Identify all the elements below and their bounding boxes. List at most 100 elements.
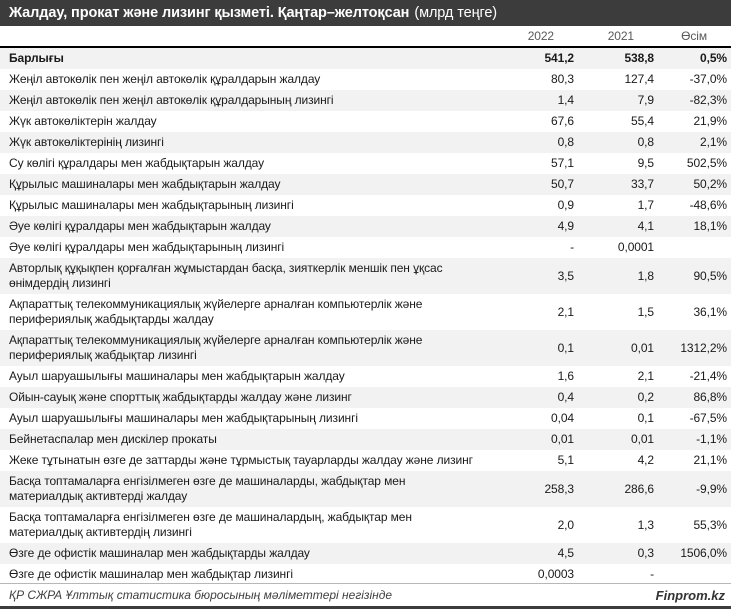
cell-2022: 0,04 <box>551 411 574 425</box>
cell-2022: 2,1 <box>557 304 574 319</box>
cell-growth: 36,1% <box>693 304 727 319</box>
page-title: Жалдау, прокат және лизинг қызметі. Қаңт… <box>9 5 410 21</box>
row-label: Барлығы <box>9 51 64 65</box>
row-label: Әуе көлігі құралдары мен жабдықтарын жал… <box>9 219 271 233</box>
cell-2021: 1,7 <box>637 198 654 212</box>
cell-2021: 0,01 <box>631 340 654 355</box>
cell-growth: 90,5% <box>693 268 727 283</box>
cell-2022: 0,1 <box>557 340 574 355</box>
cell-2022: 0,01 <box>551 432 574 446</box>
header-row: 2022 2021 Өсім <box>0 26 731 48</box>
row-label: Жүк автокөліктерін жалдау <box>9 114 157 128</box>
row-label: Ауыл шаруашылығы машиналары мен жабдықта… <box>9 369 345 383</box>
table-row: Су көлігі құралдары мен жабдықтарын жалд… <box>0 153 731 174</box>
row-label: Ақпараттық телекоммуникациялық жүйелерге… <box>9 333 423 362</box>
cell-2021: 2,1 <box>637 369 654 383</box>
table-row: Өзге де офистік машиналар мен жабдықтард… <box>0 543 731 564</box>
table-row: Жеңіл автокөлік пен жеңіл автокөлік құра… <box>0 69 731 90</box>
table-row: Бейнетаспалар мен дискілер прокаты 0,01 … <box>0 429 731 450</box>
cell-growth: 50,2% <box>693 177 727 191</box>
cell-2022: 1,4 <box>557 93 574 107</box>
row-label: Ақпараттық телекоммуникациялық жүйелерге… <box>9 297 423 326</box>
cell-growth: -37,0% <box>689 72 728 86</box>
row-label: Ауыл шаруашылығы машиналары мен жабдықта… <box>9 411 358 425</box>
cell-2022: 3,5 <box>557 268 574 283</box>
cell-2021: - <box>650 567 654 581</box>
brand-logo: Finprom.kz <box>655 587 725 603</box>
title-bar: Жалдау, прокат және лизинг қызметі. Қаңт… <box>0 0 731 26</box>
column-header-2022: 2022 <box>478 26 578 48</box>
table-row: Құрылыс машиналары мен жабдықтарының лиз… <box>0 195 731 216</box>
cell-growth: -9,9% <box>696 481 727 496</box>
table-row: Басқа топтамаларға енгізілмеген өзге де … <box>0 507 731 543</box>
cell-2021: 4,1 <box>637 219 654 233</box>
cell-2021: 127,4 <box>624 72 654 86</box>
cell-growth: 21,1% <box>693 453 727 467</box>
cell-2021: 0,01 <box>631 432 654 446</box>
cell-2022: 258,3 <box>544 481 574 496</box>
footer: ҚР СЖРА Ұлттық статистика бюросының мәлі… <box>0 583 731 609</box>
row-label: Басқа топтамаларға енгізілмеген өзге де … <box>9 510 412 539</box>
row-label: Өзге де офистік машиналар мен жабдықтар … <box>9 567 293 581</box>
cell-growth: 502,5% <box>686 156 727 170</box>
cell-growth: 21,9% <box>693 114 727 128</box>
cell-growth: 86,8% <box>693 390 727 404</box>
cell-growth <box>658 564 731 585</box>
row-label: Авторлық құқықпен қорғалған жұмыстардан … <box>9 261 443 290</box>
cell-2022: 67,6 <box>551 114 574 128</box>
table-row: Жүк автокөліктерін жалдау 67,6 55,4 21,9… <box>0 111 731 132</box>
row-label: Өзге де офистік машиналар мен жабдықтард… <box>9 546 310 560</box>
row-label: Су көлігі құралдары мен жабдықтарын жалд… <box>9 156 265 170</box>
table-row: Жүк автокөліктерінің лизингі 0,8 0,8 2,1… <box>0 132 731 153</box>
table-row: Жеңіл автокөлік пен жеңіл автокөлік құра… <box>0 90 731 111</box>
cell-2021: 286,6 <box>624 481 654 496</box>
row-label: Құрылыс машиналары мен жабдықтарының лиз… <box>9 198 294 212</box>
table-row: Барлығы 541,2 538,8 0,5% <box>0 47 731 69</box>
cell-growth: -48,6% <box>689 198 728 212</box>
cell-growth: 1312,2% <box>680 340 727 355</box>
table-row: Құрылыс машиналары мен жабдықтарын жалда… <box>0 174 731 195</box>
cell-2022: 4,9 <box>557 219 574 233</box>
cell-growth: 0,5% <box>700 51 727 65</box>
cell-2021: 0,8 <box>637 135 654 149</box>
cell-2021: 0,1 <box>637 411 654 425</box>
cell-2022: 0,8 <box>557 135 574 149</box>
table-row: Ауыл шаруашылығы машиналары мен жабдықта… <box>0 366 731 387</box>
cell-2022: 541,2 <box>544 51 574 65</box>
cell-growth: 18,1% <box>693 219 727 233</box>
cell-2021: 9,5 <box>637 156 654 170</box>
cell-2022: 2,0 <box>557 517 574 532</box>
table-row: Жеке тұтынатын өзге де заттарды және тұр… <box>0 450 731 471</box>
cell-2022: 1,6 <box>557 369 574 383</box>
cell-2022: 80,3 <box>551 72 574 86</box>
row-label: Жеке тұтынатын өзге де заттарды және тұр… <box>9 453 473 467</box>
cell-2022: 0,4 <box>557 390 574 404</box>
table-row: Ақпараттық телекоммуникациялық жүйелерге… <box>0 330 731 366</box>
cell-2021: 33,7 <box>631 177 654 191</box>
table-row: Авторлық құқықпен қорғалған жұмыстардан … <box>0 258 731 294</box>
column-header-growth: Өсім <box>658 26 731 48</box>
row-label: Жүк автокөліктерінің лизингі <box>9 135 164 149</box>
cell-growth: 1506,0% <box>680 546 727 560</box>
table-row: Өзге де офистік машиналар мен жабдықтар … <box>0 564 731 585</box>
cell-2021: 0,3 <box>637 546 654 560</box>
row-label: Жеңіл автокөлік пен жеңіл автокөлік құра… <box>9 72 321 86</box>
source-note: ҚР СЖРА Ұлттық статистика бюросының мәлі… <box>9 588 393 602</box>
cell-2021: 538,8 <box>624 51 654 65</box>
cell-2022: 50,7 <box>551 177 574 191</box>
table-row: Басқа топтамаларға енгізілмеген өзге де … <box>0 471 731 507</box>
cell-2021: 0,0001 <box>617 240 654 254</box>
column-header-2021: 2021 <box>578 26 658 48</box>
row-label: Жеңіл автокөлік пен жеңіл автокөлік құра… <box>9 93 334 107</box>
cell-growth: -1,1% <box>696 432 727 446</box>
table-row: Ойын-сауық және спорттық жабдықтарды жал… <box>0 387 731 408</box>
cell-2022: 5,1 <box>557 453 574 467</box>
cell-growth: 55,3% <box>693 517 727 532</box>
cell-2022: - <box>570 240 574 254</box>
row-label: Құрылыс машиналары мен жабдықтарын жалда… <box>9 177 281 191</box>
data-table: 2022 2021 Өсім Барлығы 541,2 538,8 0,5% … <box>0 26 731 585</box>
cell-growth: -82,3% <box>689 93 728 107</box>
table-row: Әуе көлігі құралдары мен жабдықтарын жал… <box>0 216 731 237</box>
row-label: Ойын-сауық және спорттық жабдықтарды жал… <box>9 390 352 404</box>
